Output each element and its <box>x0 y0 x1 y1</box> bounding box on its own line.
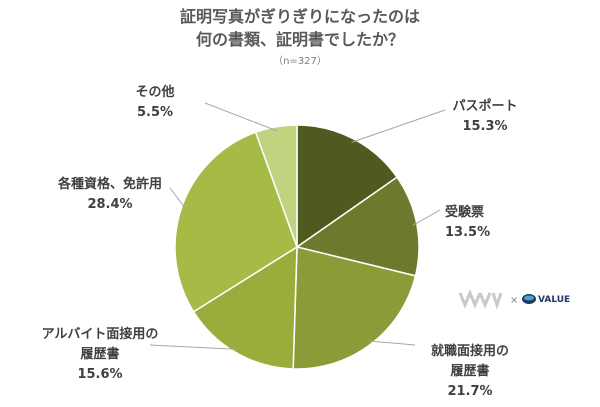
leader-line-0 <box>351 109 446 143</box>
slice-value-3: 15.6% <box>77 367 122 382</box>
pie-slice-0 <box>296 124 399 249</box>
leader-line-1 <box>412 209 441 226</box>
sample-size: （n=327） <box>273 55 327 67</box>
logo-cross: × <box>510 295 518 306</box>
leader-line-2 <box>368 340 416 346</box>
leader-line-3 <box>149 344 239 350</box>
slice-label-2: 履歴書 <box>450 363 489 379</box>
pie-slice-5 <box>254 124 298 248</box>
slice-label-3: 履歴書 <box>80 346 119 362</box>
slice-value-5: 5.5% <box>137 105 173 120</box>
slice-label-1: 受験票 <box>445 204 484 220</box>
leader-line-4 <box>169 187 186 209</box>
pie-slice-4 <box>174 131 298 313</box>
pie-slice-3 <box>192 245 298 370</box>
chart-title-line-1: 証明写真がぎりぎりになったのは <box>180 7 420 26</box>
value-logo-text: VALUE <box>538 295 570 305</box>
value-logo-icon <box>522 294 536 304</box>
pie-slice-2 <box>292 246 417 370</box>
slice-label-3: アルバイト面接用の <box>42 326 159 342</box>
partner-logo-mark <box>458 289 503 310</box>
slice-value-1: 13.5% <box>445 225 490 240</box>
slice-value-2: 21.7% <box>447 384 492 399</box>
slice-label-0: パスポート <box>452 98 517 114</box>
leader-lines <box>149 102 446 350</box>
slice-value-0: 15.3% <box>462 119 507 134</box>
slice-label-2: 就職面接用の <box>431 343 509 359</box>
slice-labels: パスポート15.3%受験票13.5%就職面接用の履歴書21.7%アルバイト面接用… <box>42 84 518 399</box>
leader-line-5 <box>204 102 277 132</box>
slice-label-5: その他 <box>135 84 174 100</box>
slice-value-4: 28.4% <box>87 197 132 212</box>
sponsor-logos: × VALUE <box>458 289 570 310</box>
chart-title-line-2: 何の書類、証明書でしたか？ <box>196 30 404 49</box>
pie-slice-1 <box>295 176 420 277</box>
slice-label-4: 各種資格、免許用 <box>57 176 162 192</box>
pie-slices <box>174 124 420 370</box>
